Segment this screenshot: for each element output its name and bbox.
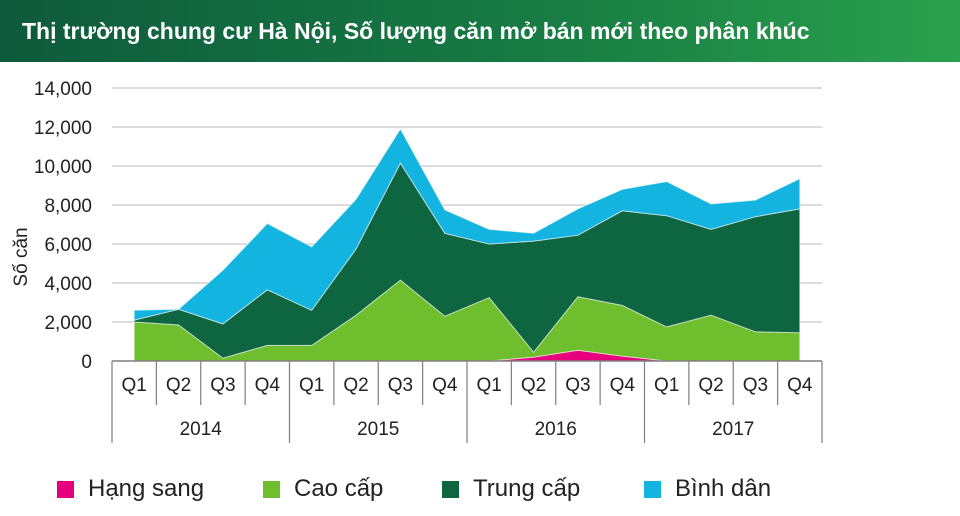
chart-legend: Hạng sang Cao cấp Trung cấp Bình dân xyxy=(0,468,960,508)
x-tick-label: Q3 xyxy=(210,375,235,396)
y-tick-label: 6,000 xyxy=(44,235,92,256)
x-tick-label: Q4 xyxy=(255,375,281,396)
x-tick-label: Q3 xyxy=(388,375,413,396)
x-tick-label: Q4 xyxy=(787,375,813,396)
x-tick-label: Q4 xyxy=(610,375,636,396)
stacked-area-chart: 0 2,000 4,000 6,000 8,000 10,000 12,000 14,000 Q… xyxy=(11,79,823,443)
legend-item: Hạng sang xyxy=(57,474,204,504)
x-tick-label: Q1 xyxy=(299,375,324,396)
area-bình-dân xyxy=(133,128,801,325)
legend-item: Bình dân xyxy=(644,474,771,504)
area-series xyxy=(133,128,801,362)
y-tick-label: 8,000 xyxy=(44,196,92,217)
year-label: 2014 xyxy=(180,419,223,440)
x-tick-label: Q2 xyxy=(166,375,191,396)
x-tick-label: Q1 xyxy=(477,375,502,396)
year-label: 2015 xyxy=(357,419,399,440)
x-tick-label: Q2 xyxy=(521,375,546,396)
legend-swatch xyxy=(442,480,459,498)
legend-label: Trung cấp xyxy=(473,475,581,502)
y-tick-label: 14,000 xyxy=(34,79,92,100)
y-tick-label: 4,000 xyxy=(44,274,92,295)
x-tick-label: Q3 xyxy=(565,375,590,396)
x-tick-label: Q1 xyxy=(654,375,679,396)
x-tick-label: Q1 xyxy=(122,375,147,396)
x-tick-label: Q3 xyxy=(743,375,768,396)
legend-label: Bình dân xyxy=(675,475,772,502)
year-label: 2017 xyxy=(712,419,754,440)
legend-item: Trung cấp xyxy=(442,474,580,504)
y-tick-label: 12,000 xyxy=(34,118,92,139)
legend-swatch xyxy=(644,480,661,498)
axes: 0 2,000 4,000 6,000 8,000 10,000 12,000 14,000 Q… xyxy=(34,79,823,443)
legend-swatch xyxy=(263,480,280,498)
y-tick-label: 2,000 xyxy=(44,313,92,334)
chart-title: Thị trường chung cư Hà Nội, Số lượng căn… xyxy=(0,0,960,62)
x-tick-label: Q4 xyxy=(432,375,458,396)
x-tick-label: Q2 xyxy=(343,375,368,396)
legend-label: Cao cấp xyxy=(294,475,384,502)
legend-swatch xyxy=(57,480,74,498)
y-tick-label: 0 xyxy=(81,352,92,373)
y-tick-label: 10,000 xyxy=(34,157,92,178)
year-label: 2016 xyxy=(535,419,577,440)
legend-item: Cao cấp xyxy=(263,474,383,504)
y-axis-title: Số căn xyxy=(11,227,32,286)
x-tick-label: Q2 xyxy=(698,375,723,396)
legend-label: Hạng sang xyxy=(88,475,205,502)
